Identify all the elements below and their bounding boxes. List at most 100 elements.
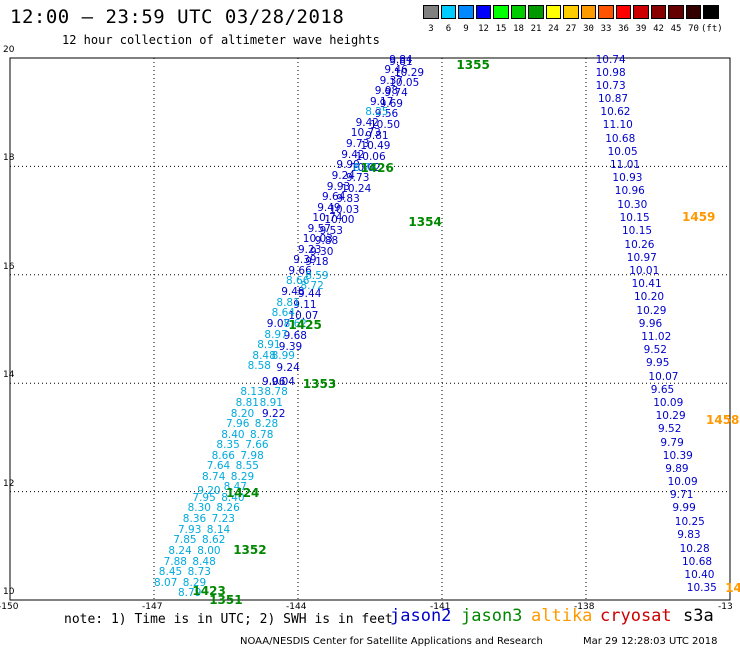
x-tick-label: -150 [0, 602, 19, 612]
wave-height-value: 8.45 [158, 565, 183, 578]
wave-height-value: 10.09 [667, 476, 698, 489]
wave-height-value: 8.24 [168, 544, 192, 557]
wave-height-value: 9.74 [384, 87, 408, 100]
y-tick-label: 20 [3, 45, 15, 55]
legend-jason3: jason3 [461, 606, 523, 626]
wave-height-value: 10.15 [619, 211, 650, 224]
wave-height-value: 10.26 [624, 238, 655, 251]
footer-timestamp: Mar 29 12:28:03 UTC 2018 [583, 636, 718, 647]
y-tick-label: 16 [3, 261, 15, 272]
grid-lines [10, 58, 730, 600]
wave-height-value: 9.73 [346, 138, 370, 151]
wave-height-value: 9.37 [379, 74, 403, 87]
wave-height-value: 7.88 [163, 555, 187, 568]
wave-height-value: 8.47 [223, 481, 247, 494]
wave-height-value: 8.97 [264, 328, 288, 341]
wave-height-value: 9.22 [262, 407, 286, 420]
orbit-number-label: 1352 [233, 543, 267, 558]
color-scale-label: 45 [670, 24, 682, 34]
wave-height-value: 10.87 [598, 93, 629, 106]
color-swatch [598, 5, 614, 19]
wave-height-value: 8.55 [235, 460, 259, 473]
orbit-number-label: 1353 [302, 377, 337, 392]
orbit-number-label: 1459 [682, 209, 716, 224]
wave-height-value: 8.48 [192, 555, 216, 568]
color-swatch [580, 5, 596, 19]
wave-height-value: 9.71 [670, 489, 694, 502]
color-scale-label: 27 [565, 24, 577, 34]
wave-height-value: 9.52 [658, 423, 682, 436]
wave-height-value: 8.07 [154, 576, 178, 589]
color-scale-label: 9 [463, 24, 469, 34]
wave-height-value: 10.29 [394, 66, 425, 79]
wave-height-value: 8.20 [230, 407, 255, 420]
wave-height-value: 9.18 [305, 256, 329, 269]
wave-height-value: 9.88 [314, 235, 339, 248]
wave-height-value: 10.29 [636, 304, 667, 317]
wave-height-value: 8.25 [365, 106, 389, 119]
wave-height-value: 9.68 [283, 330, 307, 343]
wave-height-value: 10.06 [355, 150, 386, 163]
color-swatch [528, 5, 544, 19]
wave-height-value: 8.72 [300, 280, 324, 293]
plot-border [9, 57, 731, 601]
wave-height-value: 10.28 [679, 542, 710, 555]
wave-height-value: 8.74 [202, 471, 226, 484]
color-swatch [563, 5, 579, 19]
wave-height-value: 10.07 [648, 370, 679, 383]
color-swatch [650, 5, 666, 19]
wave-height-value: 9.46 [384, 64, 408, 76]
color-swatch [703, 5, 719, 19]
orbit-number-label: 1426 [360, 160, 394, 175]
wave-height-value: 9.84 [389, 53, 413, 66]
orbit-number-label: 1354 [408, 215, 442, 230]
wave-height-value: 8.62 [202, 534, 226, 547]
wave-height-value: 10.98 [595, 66, 626, 79]
wave-height-value: 8.29 [230, 471, 255, 484]
wave-height-value: 9.49 [317, 201, 341, 214]
color-swatch [458, 5, 474, 19]
wave-height-value: 10.05 [389, 77, 420, 90]
color-scale-label: 21 [530, 24, 542, 34]
color-scale-label: 18 [513, 24, 524, 34]
wave-height-value: 8.73 [187, 565, 211, 578]
wave-height-value: 9.57 [307, 222, 331, 235]
page-subtitle: 12 hour collection of altimeter wave hei… [62, 33, 380, 47]
wave-height-value: 8.99 [271, 349, 295, 362]
orbit-number-label: 1424 [226, 486, 260, 501]
wave-height-value: 7.96 [226, 417, 250, 430]
color-swatch [633, 5, 649, 19]
wave-height-value: 9.04 [271, 376, 295, 389]
color-scale-label: 70 [688, 24, 699, 34]
wave-height-value: 8.40 [221, 492, 245, 505]
wave-height-value: 10.62 [600, 106, 631, 119]
y-tick-label: 10 [3, 587, 15, 597]
color-scale-label: 6 [445, 24, 452, 34]
legend-jason2: jason2 [390, 606, 452, 626]
wave-height-value: 8.29 [182, 576, 207, 589]
wave-height-value: 8.62 [283, 317, 307, 330]
wave-height-value: 9.93 [326, 180, 351, 193]
wave-height-value: 10.73 [595, 79, 626, 92]
color-scale-label: 15 [495, 24, 507, 34]
wave-height-value: 8.13 [240, 386, 264, 399]
wave-height-value: 8.81 [235, 396, 259, 409]
wave-height-value: 9.56 [374, 108, 399, 121]
color-scale-label: 36 [618, 24, 629, 34]
wave-height-value: 8.40 [221, 428, 245, 441]
wave-height-value: 9.23 [298, 243, 322, 256]
wave-height-value: 9.96 [638, 317, 663, 330]
color-scale-label: 24 [548, 24, 559, 34]
orbit-number-label: 1355 [456, 58, 490, 73]
color-scale-label: 33 [600, 24, 612, 34]
wave-height-value: 10.93 [612, 172, 643, 185]
y-tick-label: 14 [3, 370, 15, 381]
wave-height-value: 10.30 [617, 198, 648, 211]
wave-height-value: 9.20 [197, 484, 221, 497]
orbit-number-label: 14 [725, 581, 740, 596]
wave-height-value: 8.48 [252, 349, 276, 362]
wave-height-value: 10.20 [634, 291, 665, 304]
wave-height-value: 8.66 [286, 275, 310, 288]
wave-height-value: 7.66 [245, 439, 269, 452]
wave-height-value: 9.39 [293, 254, 317, 267]
